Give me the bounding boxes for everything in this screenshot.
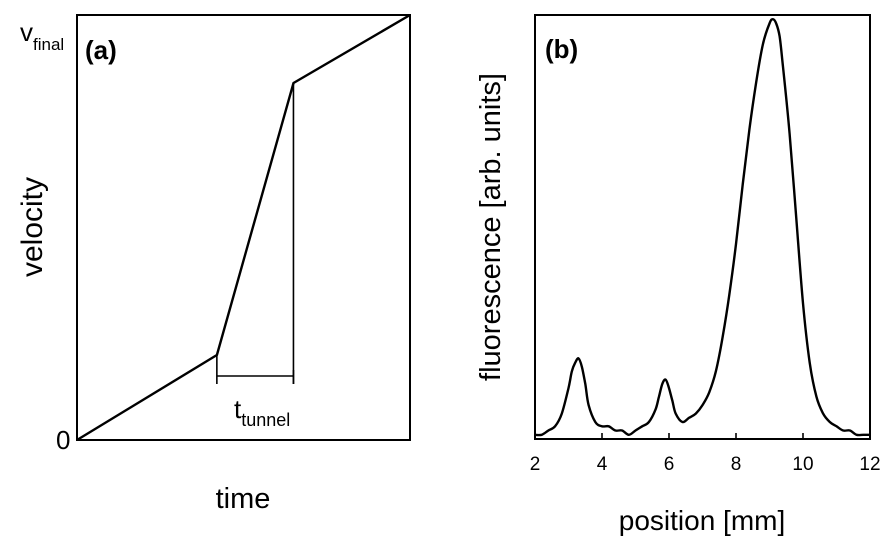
panel-b-label: (b) [545, 34, 578, 64]
x-tick-label: 12 [859, 454, 880, 475]
panel-b-frame [534, 14, 871, 440]
panel-a-y-axis-label: velocity [16, 177, 49, 277]
panel-a-vfinal-label: vfinal [20, 17, 64, 54]
panel-a-ttunnel-label: ttunnel [234, 394, 290, 430]
panel-a-frame [76, 14, 411, 441]
panel-a-label: (a) [85, 35, 117, 65]
panel-b-fluorescence-curve [534, 18, 870, 437]
panel-b-x-axis-label: position [mm] [619, 505, 786, 536]
panel-a-velocity-curve [76, 13, 411, 442]
x-tick-label: 4 [597, 454, 608, 475]
x-tick-label: 8 [731, 454, 742, 475]
x-tick-label: 6 [664, 454, 675, 475]
panel-b-y-axis-label: fluorescence [arb. units] [475, 73, 507, 381]
panel-a: (a) vfinal 0 ttunnel time velocity [16, 13, 411, 515]
panel-b-x-ticks: 2 4 6 8 10 12 [530, 433, 881, 475]
x-tick-label: 10 [792, 454, 813, 475]
panel-a-x-axis-label: time [216, 483, 271, 515]
x-tick-label: 2 [530, 454, 541, 475]
panel-a-zero-label: 0 [56, 425, 70, 455]
panel-b: 2 4 6 8 10 12 (b) position [mm] fluorescence … [475, 14, 881, 536]
